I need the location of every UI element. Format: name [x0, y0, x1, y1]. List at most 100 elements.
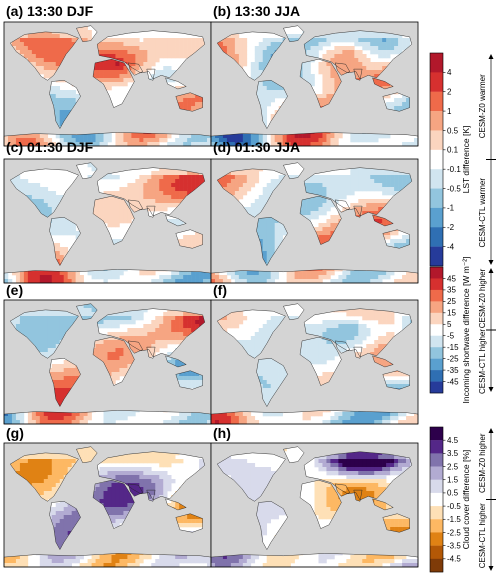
coastline-southAmerica: [49, 358, 81, 408]
colorbar-tick-label: -3.5: [447, 541, 461, 550]
colorbar-tick-label: 4.5: [447, 436, 459, 445]
coastline-eurasia: [96, 308, 206, 358]
coastline-australia: [382, 513, 410, 533]
coastline-seAsia: [372, 498, 394, 511]
panel-label: (a) 13:30 DJF: [6, 3, 94, 19]
coastline-india: [146, 68, 156, 81]
coastline-eurasia: [303, 308, 413, 358]
coastline-india: [146, 346, 156, 359]
up-arrow-icon: [488, 428, 494, 433]
colorbar-tick-label: -2.5: [447, 528, 461, 537]
colorbar-tick-label: -15: [447, 343, 459, 352]
coastline-africa: [299, 479, 342, 529]
coastline-africa: [299, 58, 342, 108]
coastline-australia: [382, 370, 410, 390]
colorbar-frame: [429, 52, 444, 267]
coastline-southAmerica: [49, 217, 81, 267]
coastline-southAmerica: [49, 80, 81, 130]
panel-label: (d) 01:30 JJA: [213, 139, 300, 155]
map-panel-1-group-2: (e): [3, 282, 212, 425]
coastline-southAmerica: [256, 80, 288, 130]
colorbar-swatch: [430, 381, 443, 394]
coastline-australia: [175, 513, 203, 533]
colorbar-swatch: [430, 130, 443, 151]
colorbar-title: LST difference [K]: [461, 126, 471, 194]
colorbar-tick-label: -0.5: [447, 184, 461, 193]
colorbar-swatch: [430, 278, 443, 291]
coastline-africa: [92, 195, 135, 245]
panel-frame: [210, 158, 419, 284]
colorbar-tick-label: 0.1: [447, 146, 459, 155]
colorbar-1: 4 2 1 0.5 0.1 -0.1 -0.5 -1 -2 -4 LST difference [K…: [429, 52, 496, 267]
coastline-india: [146, 205, 156, 218]
upper-side-label: CESM-Z0 higher: [478, 268, 487, 328]
colorbar-frame: [429, 266, 444, 394]
lower-side-label: CESM-CTL warmer: [478, 178, 487, 248]
colorbars: 4 2 1 0.5 0.1 -0.1 -0.5 -1 -2 -4 LST difference [K…: [429, 52, 496, 573]
colorbar-swatch: [430, 111, 443, 131]
panel-label: (g): [6, 425, 24, 441]
colorbar-swatch: [430, 519, 443, 533]
coastline-africa: [92, 58, 135, 108]
coastline-africa: [92, 479, 135, 529]
colorbar-swatch: [430, 347, 443, 359]
colorbar-swatch: [430, 358, 443, 371]
coastline-arabia: [334, 340, 351, 354]
colorbar-swatch: [430, 479, 443, 494]
colorbar-tick-label: -1.5: [447, 515, 461, 524]
colorbar-tick-label: 3.5: [447, 449, 459, 458]
colorbar-3: 4.5 3.5 2.5 1.5 0.5 -0.5 -1.5 -2.5 -3.5 -4.5Cloud…: [429, 426, 496, 573]
coastline-eurasia: [303, 451, 413, 501]
map-panel-2-group-1: (b) 13:30 JJA: [210, 3, 419, 147]
colorbar-tick-label: -45: [447, 377, 459, 386]
coastline-northAmerica: [216, 31, 286, 81]
down-arrow-icon: [488, 260, 494, 265]
lower-side-label: CESM-CTL higher: [478, 329, 487, 394]
colorbar-tick-label: 25: [447, 297, 456, 306]
colorbar-swatch: [430, 91, 443, 112]
colorbar-swatch: [430, 427, 443, 441]
coastline-australia: [382, 92, 410, 112]
panel-frame: [210, 21, 419, 147]
coastline-africa: [92, 336, 135, 386]
coastline-africa: [299, 195, 342, 245]
map-panel-2-group-3: (h): [210, 425, 419, 568]
coastline-seAsia: [165, 498, 187, 511]
coastline-seAsia: [165, 355, 187, 368]
panel-label: (e): [6, 282, 23, 298]
colorbar-swatch: [430, 453, 443, 467]
coastline-greenland: [76, 25, 98, 43]
upper-side-label: CESM-Z0 warmer: [478, 74, 487, 138]
coastline-northAmerica: [9, 168, 79, 218]
colorbar-tick-label: -5: [447, 332, 455, 341]
map-panels: (a) 13:30 DJF (b) 13:30 JJA (c) 01:30 DJF (…: [3, 3, 419, 568]
coastline-arabia: [334, 483, 351, 497]
colorbar-swatch: [430, 545, 443, 560]
colorbar-title: Cloud cover difference [%]: [461, 450, 471, 550]
colorbar-tick-label: -4.5: [447, 555, 461, 564]
coastline-greenland: [76, 446, 98, 464]
colorbar-swatch: [430, 335, 443, 348]
coastline-india: [353, 205, 363, 218]
colorbar-tick-label: -25: [447, 354, 459, 363]
colorbar-swatch: [430, 188, 443, 209]
panel-label: (c) 01:30 DJF: [6, 139, 94, 155]
colorbar-tick-label: -0.1: [447, 165, 461, 174]
coastline-seAsia: [165, 214, 187, 227]
colorbar-swatch: [430, 532, 443, 546]
colorbar-swatch: [430, 72, 443, 92]
colorbar-swatch: [430, 324, 443, 336]
colorbar-swatch: [430, 267, 443, 279]
coastline-arabia: [127, 340, 144, 354]
colorbar-swatch: [430, 289, 443, 302]
coastline-greenland: [76, 303, 98, 321]
coastline-australia: [382, 229, 410, 249]
colorbar-swatch: [430, 169, 443, 189]
map-panel-1-group-3: (g): [3, 425, 212, 568]
colorbar-swatch: [430, 558, 443, 573]
coastline-greenland: [76, 162, 98, 180]
colorbar-tick-label: 35: [447, 286, 456, 295]
coastline-eurasia: [96, 30, 206, 80]
coastline-seAsia: [372, 355, 394, 368]
coastline-eurasia: [303, 30, 413, 80]
